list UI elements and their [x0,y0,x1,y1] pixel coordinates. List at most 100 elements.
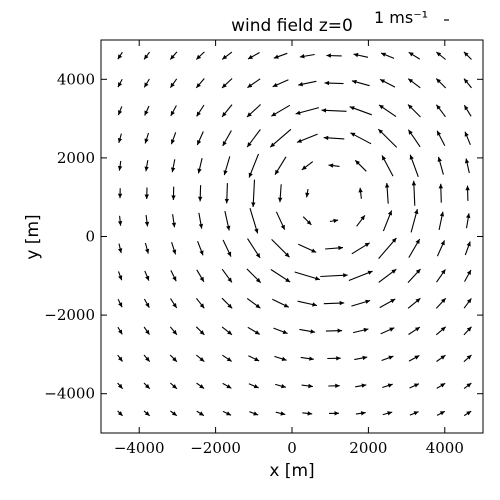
vector-arrow [118,243,123,254]
vector-arrow [221,78,233,89]
vector-arrow [348,270,373,282]
vector-arrow [170,410,178,417]
vector-arrow [326,53,342,58]
vector-arrow [351,242,370,255]
vector-arrow [300,356,314,361]
vector-arrow [382,411,393,416]
vector-arrow [169,354,178,363]
y-tick-label: −4000 [44,385,95,403]
vector-arrow [222,130,232,147]
vector-arrow [380,52,395,59]
y-tick-label: 0 [85,228,95,246]
vector-arrow [437,156,444,175]
vector-arrow [320,273,348,278]
vector-arrow [198,212,204,229]
vector-arrow [143,354,151,362]
vector-arrow [382,383,393,389]
vector-arrow [222,354,233,362]
vector-arrow [195,354,205,363]
vector-arrow [275,211,286,230]
vector-arrow [435,78,447,89]
vector-arrow [409,154,419,177]
vector-arrow [465,185,470,201]
vector-arrow [221,51,233,60]
vector-arrow [305,189,310,198]
vector-arrow [143,298,150,308]
vector-arrow [464,241,471,256]
vector-arrow [222,239,232,257]
vector-arrow [464,131,471,146]
vector-arrow [302,216,312,226]
vector-arrow [321,108,347,113]
vector-arrow [381,355,394,362]
vector-arrow [298,80,317,87]
vector-arrow [463,51,472,60]
vector-arrow [351,299,371,307]
vector-arrow [249,208,259,234]
vector-arrow [196,382,205,389]
vector-arrow [224,183,229,204]
vector-arrow [117,382,124,390]
vector-arrow [221,326,233,336]
vector-arrow [379,298,396,309]
vector-arrow [274,355,287,361]
vector-arrow [411,180,417,206]
vector-arrow [463,298,472,309]
vector-arrow [323,135,345,141]
vector-arrow [464,269,472,282]
vector-arrow [465,213,471,229]
vector-arrow [170,132,177,145]
vector-arrow [377,128,398,148]
x-tick-label: −2000 [190,439,241,457]
vector-arrow [408,238,421,258]
vector-arrow [143,326,150,335]
vector-arrow [329,218,339,223]
vector-arrow [144,242,150,254]
vector-arrow [117,354,123,362]
vector-arrows [117,51,472,417]
vector-arrow [117,271,123,281]
x-tick-label: 4000 [426,439,464,457]
vector-arrow [409,411,419,416]
vector-arrow [246,104,261,118]
vector-arrow [409,383,420,389]
plot-frame [100,39,484,434]
vector-arrow [352,327,369,334]
vector-arrow [436,269,446,283]
vector-arrow [408,51,421,60]
vector-arrow [302,411,313,416]
vector-arrow [382,210,393,232]
vector-arrow [169,326,178,336]
vector-arrow [197,241,204,256]
vector-arrow [463,78,472,89]
vector-arrow [143,410,151,417]
vector-arrow [358,187,363,199]
vector-arrow [407,104,421,118]
vector-arrow [275,383,287,389]
vector-arrow [436,354,446,362]
vector-arrow [355,411,366,416]
vector-arrow [143,51,151,60]
vector-arrow [378,237,397,259]
vector-arrow [117,188,123,199]
vector-arrow [196,410,205,417]
vector-arrow [144,132,150,144]
vector-arrow [299,53,315,59]
vector-arrow [407,268,421,283]
vector-arrow [144,270,150,281]
vector-arrow [298,243,317,253]
vector-arrow [408,355,420,362]
quiver-key: 1 ms⁻¹ [374,8,449,27]
vector-arrow [170,105,177,117]
vector-arrow [272,79,289,88]
vector-arrow [195,78,205,89]
vector-arrow [273,52,288,59]
vector-arrow [436,382,446,389]
vector-arrow [436,240,446,257]
vector-arrow [325,245,344,251]
vector-arrow [354,159,367,172]
vector-arrow [221,297,233,309]
vector-arrow [435,104,446,118]
vector-arrow [328,163,340,168]
vector-arrow [354,355,368,361]
